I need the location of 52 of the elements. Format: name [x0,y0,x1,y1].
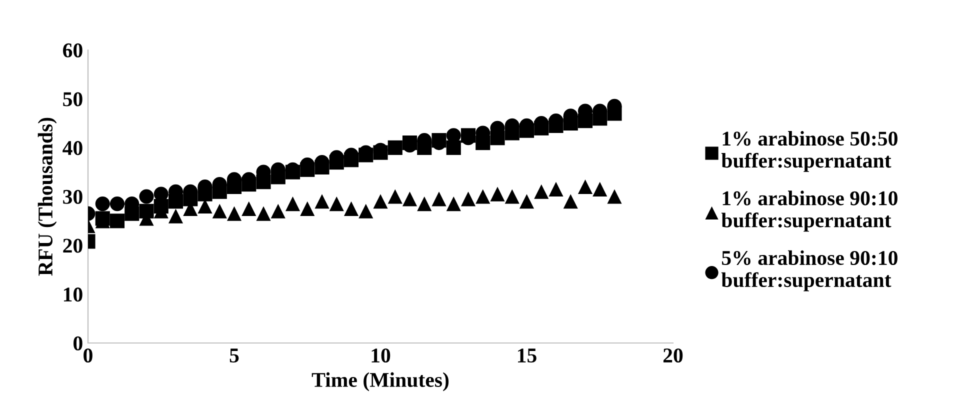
point [388,140,402,155]
point [607,189,622,204]
point [256,206,271,221]
point [270,204,286,218]
x-tick-label: 10 [372,348,390,363]
y-tick-label: 20 [63,238,82,253]
point [519,194,534,209]
y-axis-title: RFU (Thousands) [38,118,57,276]
point [548,182,564,196]
point [592,182,608,196]
y-tick-label: 40 [62,141,82,156]
y-tick-label: 10 [64,288,82,302]
x-tick-label: 5 [230,348,239,363]
y-tick-label: 60 [63,43,82,58]
point [226,206,242,221]
point [534,184,549,199]
point [476,189,490,204]
point [242,201,256,216]
point [446,140,461,155]
legend-label: 5% arabinose 90:10 buffer:supernatant [721,250,898,292]
x-tick-label: 20 [663,348,683,363]
point [446,196,461,212]
legend-label: 1% arabinose 90:10 buffer:supernatant [721,190,898,232]
point [110,196,125,212]
point [285,196,300,212]
point [388,189,402,204]
point [110,214,125,228]
y-tick-label: 50 [63,92,82,106]
x-axis-title: Time (Minutes) [312,372,449,392]
y-tick-label: 0 [74,336,82,350]
point [358,204,374,218]
point [460,192,476,206]
x-tick-label: 15 [518,348,536,363]
point [168,208,184,224]
point [329,196,344,212]
point [139,189,154,204]
point [212,204,227,218]
point [563,194,578,209]
point [578,179,593,194]
legend-label: 1% arabinose 50:50 buffer:supernatant [721,131,898,172]
x-tick-label: 0 [84,348,92,363]
point [432,192,446,206]
point [490,186,505,202]
point [314,194,330,209]
point [95,196,110,212]
point [402,192,418,206]
point [504,189,520,204]
point [373,194,388,209]
y-tick-label: 30 [63,190,82,204]
point [344,201,359,216]
point [300,201,315,216]
point [417,196,432,212]
